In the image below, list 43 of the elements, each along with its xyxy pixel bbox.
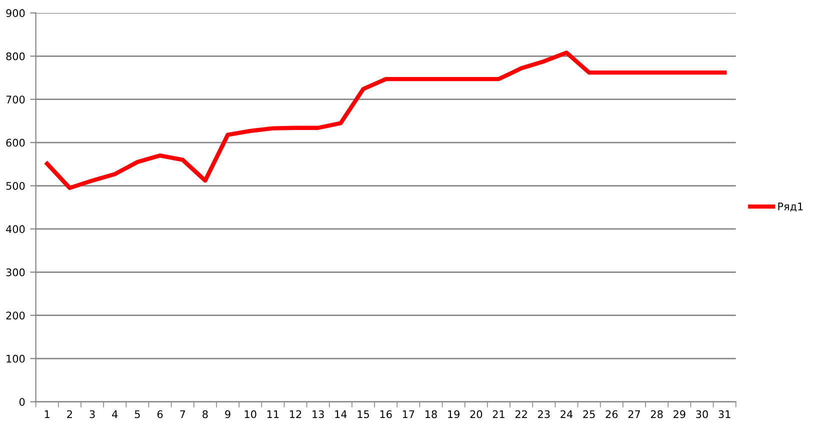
x-tick-label: 9 bbox=[225, 410, 230, 418]
x-tick-label: 12 bbox=[290, 410, 302, 418]
x-tick-label: 1 bbox=[44, 410, 50, 418]
x-tick-label: 20 bbox=[470, 410, 482, 418]
y-tick-label: 400 bbox=[6, 225, 25, 234]
x-tick-label: 19 bbox=[448, 410, 460, 418]
x-tick-label: 23 bbox=[538, 410, 550, 418]
line-series bbox=[45, 50, 727, 190]
y-tick-label: 600 bbox=[6, 138, 25, 147]
x-tick-label: 3 bbox=[90, 410, 95, 418]
x-tick-label: 2 bbox=[67, 410, 72, 418]
x-tick-label: 26 bbox=[606, 410, 618, 418]
x-tick-label: 14 bbox=[335, 410, 347, 418]
y-tick-label: 800 bbox=[6, 52, 25, 60]
x-tick-label: 4 bbox=[112, 410, 118, 418]
x-tick-label: 10 bbox=[244, 410, 256, 418]
x-tick-label: 21 bbox=[492, 410, 504, 418]
x-tick-label: 17 bbox=[402, 410, 414, 418]
y-tick-label: 200 bbox=[6, 312, 25, 320]
x-tick-label: 7 bbox=[180, 410, 186, 418]
x-tick-label: 24 bbox=[560, 410, 573, 418]
x-tick-label: 31 bbox=[718, 410, 730, 418]
x-tick-label: 11 bbox=[267, 410, 279, 418]
x-tick-label: 8 bbox=[202, 410, 208, 418]
x-tick-label: 13 bbox=[312, 410, 324, 418]
y-tick-label: 500 bbox=[6, 182, 25, 190]
x-tick-label: 16 bbox=[380, 410, 392, 418]
x-tick-label: 25 bbox=[583, 410, 595, 418]
x-tick-label: 18 bbox=[426, 410, 437, 418]
x-tick-label: 27 bbox=[628, 410, 640, 418]
y-tick-label: 100 bbox=[6, 354, 25, 363]
x-tick-label: 6 bbox=[157, 410, 163, 418]
y-tick-label: 900 bbox=[6, 9, 25, 18]
x-tick-label: 30 bbox=[696, 410, 708, 418]
legend-label: Ряд1 bbox=[778, 202, 803, 212]
x-tick-label: 5 bbox=[134, 410, 140, 418]
x-tick-label: 15 bbox=[358, 410, 369, 418]
x-tick-label: 29 bbox=[674, 410, 686, 418]
y-tick-label: 300 bbox=[6, 268, 25, 276]
y-tick-label: 700 bbox=[6, 96, 25, 104]
x-tick-label: 28 bbox=[650, 410, 663, 418]
y-tick-label: 0 bbox=[19, 398, 25, 406]
x-tick-label: 22 bbox=[515, 410, 527, 418]
